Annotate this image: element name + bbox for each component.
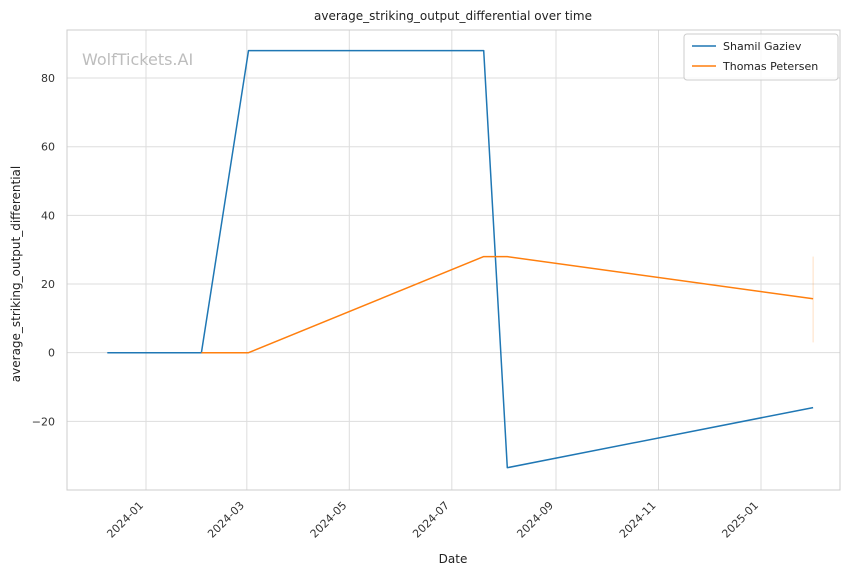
series-line-thomas-petersen (201, 255, 814, 354)
y-tick-label: 40 (41, 209, 55, 222)
x-tick-label: 2024-03 (205, 499, 247, 541)
series-line-shamil-gaziev (107, 49, 814, 469)
x-tick-label: 2024-11 (617, 499, 659, 541)
x-tick-label: 2024-09 (514, 499, 556, 541)
y-tick-label: 0 (48, 347, 55, 360)
chart-title: average_striking_output_differential ove… (314, 9, 592, 23)
y-tick-label: −20 (32, 415, 55, 428)
x-tick-label: 2024-05 (308, 499, 350, 541)
x-axis-label: Date (439, 552, 468, 566)
legend-label-thomas-petersen: Thomas Petersen (722, 60, 818, 73)
y-tick-label: 20 (41, 278, 55, 291)
watermark: WolfTickets.AI (82, 50, 193, 69)
y-axis-ticks: −20 0 20 40 60 80 (32, 72, 55, 428)
plot-frame (66, 29, 841, 491)
grid-lines (67, 30, 840, 490)
x-tick-label: 2024-01 (104, 499, 146, 541)
legend-box (683, 33, 839, 81)
y-tick-label: 60 (41, 141, 55, 154)
x-tick-label: 2024-07 (410, 499, 452, 541)
y-tick-label: 80 (41, 72, 55, 85)
legend-label-shamil-gaziev: Shamil Gaziev (723, 40, 802, 53)
legend: Shamil Gaziev Thomas Petersen (683, 33, 839, 81)
x-tick-label: 2025-01 (719, 499, 761, 541)
y-axis-label: average_striking_output_differential (9, 166, 23, 382)
series-lines (107, 49, 814, 469)
x-axis-ticks: 2024-01 2024-03 2024-05 2024-07 2024-09 2024-… (104, 499, 761, 541)
